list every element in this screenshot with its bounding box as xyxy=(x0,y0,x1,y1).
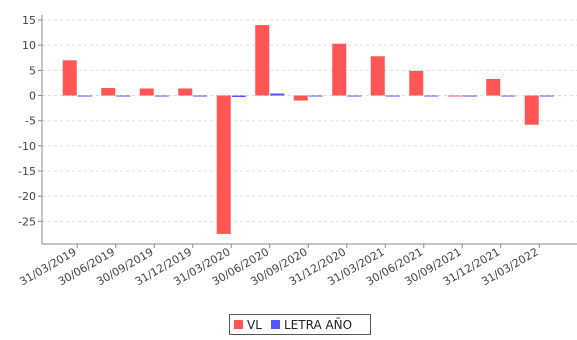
bar-vl xyxy=(62,60,77,96)
x-axis-ticks: 31/03/201930/06/201930/09/201931/12/2019… xyxy=(17,244,541,288)
legend: VL LETRA AÑO xyxy=(229,314,371,335)
grid-lines xyxy=(42,19,577,222)
bar-letra-ano xyxy=(270,93,285,96)
bar-letra-ano xyxy=(116,95,131,97)
bar-letra-ano xyxy=(308,95,323,97)
y-tick-label: 15 xyxy=(22,14,36,27)
bar-vl xyxy=(524,95,539,125)
bar-vl xyxy=(447,95,462,97)
bar-letra-ano xyxy=(231,95,246,98)
y-tick-label: -20 xyxy=(18,190,36,203)
bar-vl xyxy=(293,95,308,101)
bar-vl xyxy=(370,56,385,96)
y-tick-label: 5 xyxy=(29,64,36,77)
bar-vl xyxy=(409,70,424,96)
y-axis-ticks: 15 10 5 0 -5 -10 -15 -20 -25 xyxy=(18,14,42,228)
bar-vl xyxy=(178,88,193,96)
legend-box xyxy=(229,314,371,335)
y-tick-label: 10 xyxy=(22,39,36,52)
legend-swatch xyxy=(234,320,243,329)
bar-letra-ano xyxy=(462,95,477,97)
bar-letra-ano xyxy=(77,95,92,97)
bar-vl xyxy=(332,43,347,96)
y-tick-label: -15 xyxy=(18,165,36,178)
bar-letra-ano xyxy=(193,95,208,97)
y-tick-label: 0 xyxy=(29,90,36,103)
legend-label: VL xyxy=(247,318,262,332)
y-tick-label: -5 xyxy=(25,115,36,128)
bar-vl xyxy=(139,88,154,96)
legend-swatch xyxy=(271,320,280,329)
axes xyxy=(41,15,577,245)
bar-letra-ano xyxy=(424,95,439,97)
bar-letra-ano xyxy=(539,95,554,97)
bar-vl xyxy=(486,78,501,96)
bar-vl xyxy=(216,95,231,234)
bar-letra-ano xyxy=(154,95,169,97)
legend-label: LETRA AÑO xyxy=(284,317,352,332)
y-tick-label: -10 xyxy=(18,140,36,153)
bar-letra-ano xyxy=(501,95,516,97)
y-tick-label: -25 xyxy=(18,215,36,228)
bar-vl xyxy=(255,25,270,96)
bar-letra-ano xyxy=(347,95,362,97)
bar-vl xyxy=(101,87,116,96)
bars xyxy=(62,25,554,234)
bar-letra-ano xyxy=(385,95,400,97)
